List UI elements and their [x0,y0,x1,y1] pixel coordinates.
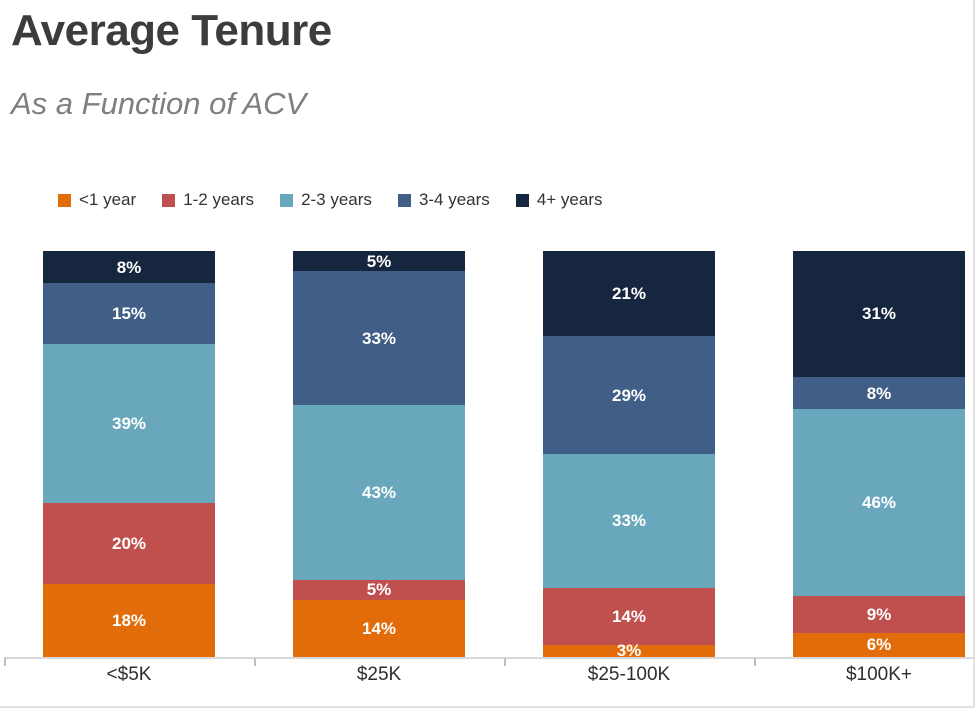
x-axis-label-5k: <$5K [106,664,152,685]
stacked-bar-5k: 8% 15% 39% 20% 18% [43,251,215,657]
x-axis-line [4,657,973,659]
legend-swatch-icon [280,193,294,207]
segment-value-label: 21% [611,284,647,304]
x-axis-labels: <$5K $25K $25-100K $100K+ [4,664,973,686]
legend-item-1-2-years[interactable]: 1-2 years [162,190,254,210]
segment-value-label: 8% [116,257,142,277]
bar-segment-100k-4-years[interactable]: 31% [793,251,965,377]
chart-legend: <1 year 1-2 years 2-3 years 3-4 years 4+ yea… [58,190,603,210]
x-axis-tick [504,658,506,666]
x-axis-tick [754,658,756,666]
segment-value-label: 31% [861,304,897,324]
segment-value-label: 29% [611,385,647,405]
stacked-bar-100k: 31% 8% 46% 9% 6% [793,251,965,657]
x-axis-tick [254,658,256,666]
legend-label: 2-3 years [301,190,372,209]
bar-segment-25-100k-3-4-years[interactable]: 29% [543,336,715,454]
bar-segment-100k-2-3-years[interactable]: 46% [793,409,965,597]
x-axis-label-100k: $100K+ [845,664,913,685]
legend-swatch-icon [162,193,176,207]
chart-title: Average Tenure [11,6,332,55]
segment-value-label: 15% [111,304,147,324]
x-axis-label-25k: $25K [356,664,402,685]
bar-segment-5k-2-3-years[interactable]: 39% [43,344,215,503]
legend-item-4-years[interactable]: 4+ years [515,190,603,210]
legend-label: 3-4 years [418,190,490,209]
segment-value-label: 8% [866,383,892,403]
legend-swatch-icon [397,193,411,207]
bars-container: 8% 15% 39% 20% 18% 5% 33% 43% 5% 14% 21% 29% 33% 14% 3… [4,251,973,661]
segment-value-label: 33% [611,511,647,531]
legend-label: 1-2 years [183,190,255,209]
legend-label: <1 year [79,190,137,209]
bar-segment-25k-3-4-years[interactable]: 33% [293,271,465,406]
bar-segment-5k-4-years[interactable]: 8% [43,251,215,284]
x-axis-tick [4,658,6,666]
bar-slot-100k: 31% 8% 46% 9% 6% [754,251,973,657]
bar-segment-25k-1-year[interactable]: 14% [293,600,465,657]
bar-segment-25k-2-3-years[interactable]: 43% [293,405,465,580]
bar-segment-100k-1-2-years[interactable]: 9% [793,596,965,633]
legend-swatch-icon [58,193,71,207]
bar-segment-25-100k-1-2-years[interactable]: 14% [543,587,715,645]
legend-item-1-year[interactable]: <1 year [58,190,136,210]
bar-segment-5k-1-2-years[interactable]: 20% [43,502,215,584]
bar-slot-25-100k: 21% 29% 33% 14% 3% [504,251,754,661]
bar-segment-25-100k-1-year[interactable]: 3% [543,641,715,661]
plot-area: 8% 15% 39% 20% 18% 5% 33% 43% 5% 14% 21% 29% 33% 14% 3… [4,251,973,666]
segment-value-label: 3% [616,641,642,661]
bar-segment-25-100k-4-years[interactable]: 21% [543,251,715,337]
segment-value-label: 33% [361,328,397,348]
bar-segment-5k-3-4-years[interactable]: 15% [43,283,215,345]
bar-segment-25-100k-2-3-years[interactable]: 33% [543,453,715,588]
bar-segment-100k-1-year[interactable]: 6% [793,632,965,657]
segment-value-label: 5% [366,251,392,271]
bar-segment-25k-1-2-years[interactable]: 5% [293,579,465,601]
segment-value-label: 14% [361,619,397,639]
stacked-bar-25k: 5% 33% 43% 5% 14% [293,251,465,657]
stacked-bar-25-100k: 21% 29% 33% 14% 3% [543,251,715,661]
segment-value-label: 46% [861,493,897,513]
bar-segment-25k-4-years[interactable]: 5% [293,251,465,272]
segment-value-label: 43% [361,483,397,503]
segment-value-label: 20% [111,533,147,553]
bar-segment-5k-1-year[interactable]: 18% [43,583,215,657]
segment-value-label: 9% [866,604,892,624]
legend-item-2-3-years[interactable]: 2-3 years [280,190,372,210]
legend-swatch-icon [515,193,529,207]
bar-slot-5k: 8% 15% 39% 20% 18% [4,251,254,657]
chart-subtitle: As a Function of ACV [11,86,307,121]
x-axis-label-25-100k: $25-100K [587,664,671,685]
bar-slot-25k: 5% 33% 43% 5% 14% [254,251,504,657]
bar-segment-100k-3-4-years[interactable]: 8% [793,376,965,410]
segment-value-label: 18% [111,610,147,630]
segment-value-label: 39% [111,414,147,434]
segment-value-label: 6% [866,635,892,655]
segment-value-label: 14% [611,606,647,626]
segment-value-label: 5% [366,580,392,600]
legend-item-3-4-years[interactable]: 3-4 years [397,190,490,210]
legend-label: 4+ years [536,190,603,209]
